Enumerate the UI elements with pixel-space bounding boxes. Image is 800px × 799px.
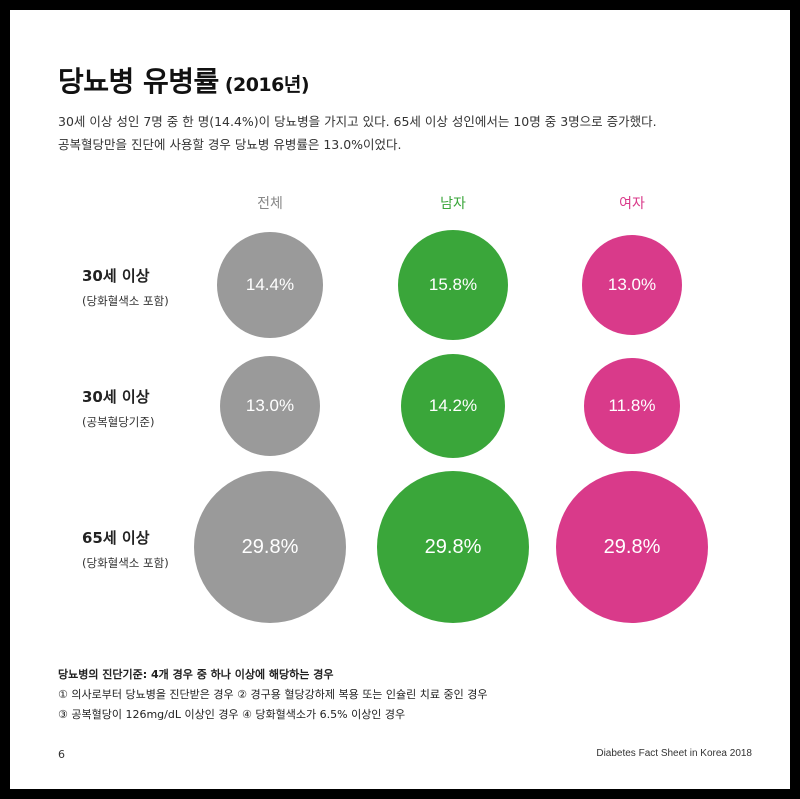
bubble-female: 13.0%	[581, 234, 683, 336]
page: 당뇨병 유병률 (2016년) 30세 이상 성인 7명 중 한 명(14.4%)…	[10, 10, 790, 789]
description: 30세 이상 성인 7명 중 한 명(14.4%)이 당뇨병을 가지고 있다. …	[58, 110, 758, 156]
notes-line: ① 의사로부터 당뇨병을 진단받은 경우 ② 경구용 혈당강하제 복용 또는 인…	[58, 688, 488, 701]
bubble-total: 14.4%	[217, 232, 323, 338]
row-label-sub: (당화혈색소 포함)	[82, 556, 169, 570]
bubble-female: 11.8%	[584, 358, 680, 454]
notes-line: ③ 공복혈당이 126mg/dL 이상인 경우 ④ 당화혈색소가 6.5% 이상…	[58, 708, 406, 721]
row-label-sub: (당화혈색소 포함)	[82, 294, 169, 308]
title-text: 당뇨병 유병률	[58, 65, 219, 98]
row-label-main: 65세 이상	[82, 529, 150, 547]
row-label: 30세 이상 (공복혈당기준)	[82, 386, 232, 430]
bubble-total: 13.0%	[219, 355, 321, 457]
title-year: (2016년)	[224, 74, 310, 96]
bubble-value-label: 14.2%	[428, 395, 478, 415]
row-label-sub: (공복혈당기준)	[82, 415, 155, 429]
diagnostic-notes: 당뇨병의 진단기준: 4개 경우 중 하나 이상에 해당하는 경우 ① 의사로부…	[58, 665, 488, 725]
column-header-female: 여자	[619, 196, 645, 212]
column-header-total: 전체	[257, 196, 283, 212]
bubble-male: 29.8%	[377, 471, 529, 623]
notes-title: 당뇨병의 진단기준: 4개 경우 중 하나 이상에 해당하는 경우	[58, 668, 334, 681]
page-title: 당뇨병 유병률 (2016년)	[58, 60, 310, 100]
description-line: 30세 이상 성인 7명 중 한 명(14.4%)이 당뇨병을 가지고 있다. …	[58, 114, 657, 129]
bubble-total: 29.8%	[194, 471, 346, 623]
bubble-value-label: 29.8%	[603, 535, 661, 558]
bubble-value-label: 29.8%	[241, 535, 299, 558]
bubble-value-label: 15.8%	[428, 274, 478, 294]
bubble-male: 14.2%	[400, 353, 506, 459]
bubble-value-label: 13.0%	[607, 274, 657, 294]
footer-text: Diabetes Fact Sheet in Korea 2018	[596, 748, 752, 759]
bubble-value-label: 14.4%	[245, 274, 295, 294]
bubble-value-label: 11.8%	[608, 395, 656, 415]
bubble-value-label: 13.0%	[245, 395, 295, 415]
column-header-male: 남자	[440, 196, 466, 212]
bubble-value-label: 29.8%	[424, 535, 482, 558]
bubble-male: 15.8%	[397, 229, 509, 341]
row-label-main: 30세 이상	[82, 388, 150, 406]
page-number: 6	[58, 748, 65, 761]
row-label-main: 30세 이상	[82, 267, 150, 285]
row-label: 30세 이상 (당화혈색소 포함)	[82, 265, 232, 309]
row-label: 65세 이상 (당화혈색소 포함)	[82, 527, 232, 571]
description-line: 공복혈당만을 진단에 사용할 경우 당뇨병 유병률은 13.0%이었다.	[58, 137, 402, 152]
bubble-female: 29.8%	[556, 471, 708, 623]
